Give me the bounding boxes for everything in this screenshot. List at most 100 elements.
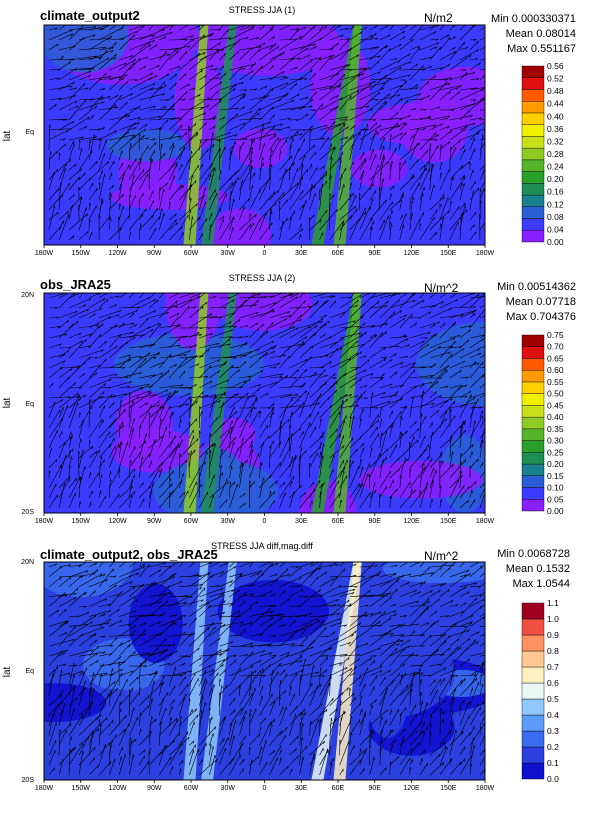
- colorbar-label: 0.65: [547, 353, 564, 363]
- x-tick-label: 180W: [35, 250, 54, 257]
- panel-3-stat-max: Max 1.0544: [513, 578, 570, 590]
- stress-vector-head: [210, 287, 211, 290]
- panel-3-plot-area: [2, 528, 515, 797]
- x-tick-label: 60W: [184, 518, 199, 525]
- panel-2-ylabel: lat: [2, 397, 13, 408]
- stress-vector-head: [191, 286, 193, 288]
- stress-vector-head: [481, 15, 482, 18]
- stress-vector-head: [488, 405, 490, 407]
- stress-vector-head: [493, 110, 496, 111]
- stress-vector-head: [378, 558, 379, 561]
- stress-vector-head: [491, 159, 492, 162]
- colorbar-swatch: [522, 347, 544, 359]
- colorbar-label: 0.50: [547, 389, 564, 399]
- stress-vector-head: [496, 62, 497, 65]
- stress-vector-head: [501, 59, 504, 60]
- x-tick-label: 150W: [72, 250, 91, 257]
- stress-vector-head: [300, 20, 302, 22]
- x-tick-label: 90W: [147, 518, 162, 525]
- colorbar-swatch: [522, 219, 544, 231]
- panel-2-ytick-20n: 20N: [21, 292, 34, 299]
- colorbar-label: 0.16: [547, 187, 564, 197]
- panel-3-ytick-eq: Eq: [25, 668, 34, 675]
- stress-vector-head: [200, 18, 202, 20]
- colorbar-label: 0.00: [547, 237, 564, 247]
- colorbar-swatch: [522, 101, 544, 113]
- panel-1-stat-mean: Mean 0.08014: [506, 28, 576, 40]
- stress-vector-head: [501, 630, 503, 633]
- stress-vector-head: [487, 569, 488, 572]
- colorbar-swatch: [522, 429, 544, 441]
- panel-1-title-left: climate_output2: [40, 8, 140, 23]
- colorbar-label: 0.48: [547, 86, 564, 96]
- stress-vector-head: [213, 288, 215, 290]
- x-tick-label: 120E: [403, 518, 420, 525]
- stress-vector-head: [374, 291, 376, 293]
- colorbar-swatch: [522, 136, 544, 148]
- stress-vector-head: [489, 296, 492, 297]
- colorbar-label: 0.40: [547, 412, 564, 422]
- panel-2-title-left: obs_JRA25: [40, 277, 111, 292]
- stress-vector-head: [487, 289, 488, 292]
- colorbar-swatch: [522, 417, 544, 429]
- field-region: [29, 528, 133, 597]
- colorbar-label: 0.60: [547, 365, 564, 375]
- panel-2: obs_JRA25 STRESS JJA (2) N/m^2 Min 0.005…: [2, 257, 576, 545]
- colorbar-swatch: [522, 230, 544, 242]
- stress-vector-head: [367, 279, 368, 282]
- stress-vector-head: [495, 343, 497, 345]
- colorbar-swatch: [522, 89, 544, 101]
- stress-vector-head: [495, 457, 496, 460]
- stress-vector-head: [215, 13, 216, 16]
- x-tick-label: 30E: [295, 250, 308, 257]
- panel-3-title-left: climate_output2, obs_JRA25: [40, 547, 218, 562]
- stress-vector-head: [297, 552, 298, 555]
- stress-vector-head: [488, 391, 490, 393]
- panel-2-stat-max: Max 0.704376: [506, 311, 576, 323]
- stress-vector-head: [505, 66, 508, 68]
- colorbar-swatch: [522, 488, 544, 500]
- x-tick-label: 60E: [332, 250, 345, 257]
- panel-2-stat-min: Min 0.00514362: [497, 281, 576, 293]
- colorbar-label: 0.52: [547, 74, 564, 84]
- stress-vector-head: [485, 138, 487, 140]
- panel-3: climate_output2, obs_JRA25 STRESS JJA di…: [2, 528, 570, 797]
- panel-2-plot-area: [44, 257, 552, 545]
- colorbar-label: 0.00: [547, 506, 564, 516]
- colorbar-label: 0.32: [547, 136, 564, 146]
- colorbar-label: 0.45: [547, 400, 564, 410]
- stress-vector-head: [418, 19, 420, 21]
- stress-vector-head: [494, 376, 495, 379]
- stress-vector-head: [487, 333, 489, 335]
- stress-vector-head: [403, 12, 404, 15]
- stress-vector-head: [157, 19, 158, 22]
- panel-1-colorbar: 0.000.040.080.120.160.200.240.280.320.36…: [522, 61, 564, 247]
- colorbar-swatch: [522, 78, 544, 90]
- stress-vector-head: [492, 650, 494, 652]
- x-tick-label: 90W: [147, 250, 162, 257]
- colorbar-label: 0.25: [547, 447, 564, 457]
- stress-vector-head: [489, 35, 491, 37]
- stress-vector-head: [505, 601, 507, 603]
- colorbar-label: 0.12: [547, 199, 564, 209]
- stress-vector-head: [487, 86, 489, 88]
- colorbar-swatch: [522, 125, 544, 137]
- colorbar-label: 0.15: [547, 471, 564, 481]
- colorbar-label: 0.56: [547, 61, 564, 71]
- panel-1-title-center: STRESS JJA (1): [229, 5, 296, 15]
- panel-3-stat-mean: Mean 0.1532: [506, 563, 570, 575]
- panel-3-stat-min: Min 0.0068728: [497, 548, 570, 560]
- stress-vector-head: [456, 11, 457, 14]
- x-tick-label: 150E: [440, 250, 457, 257]
- stress-vector-head: [225, 559, 227, 561]
- stress-vector-head: [462, 289, 464, 291]
- colorbar-label: 0.70: [547, 342, 564, 352]
- x-tick-label: 60E: [332, 518, 345, 525]
- stress-vector-head: [257, 559, 259, 561]
- x-tick-label: 180W: [35, 518, 54, 525]
- stress-vector-head: [261, 22, 263, 24]
- stress-vector-head: [488, 119, 491, 120]
